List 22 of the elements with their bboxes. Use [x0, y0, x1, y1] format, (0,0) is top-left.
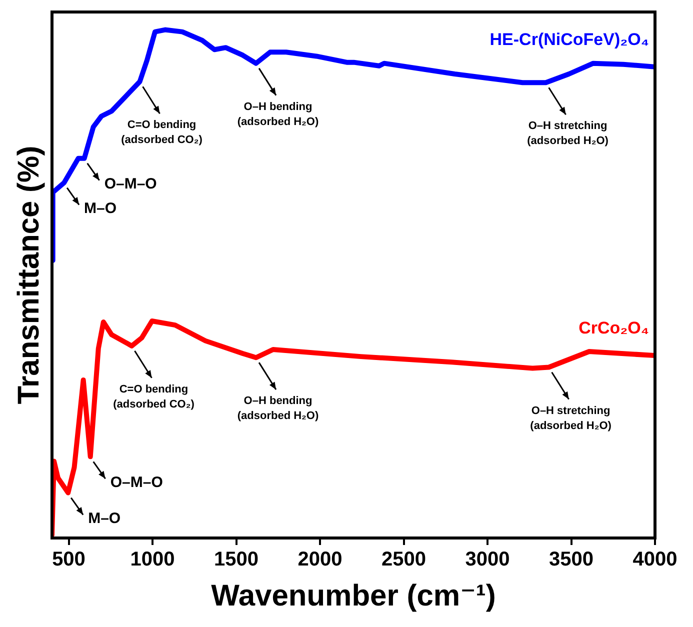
series-label: HE-Cr(NiCoFeV)₂O₄	[490, 30, 649, 49]
x-tick-label: 3500	[549, 548, 594, 571]
annotation: C=O bending (adsorbed CO₂)	[121, 119, 203, 146]
x-tick-label: 4000	[632, 548, 678, 571]
annotation: O–H stretching (adsorbed H₂O)	[530, 404, 612, 432]
annotation: O–H stretching (adsorbed H₂O)	[527, 120, 609, 148]
series-label: CrCo₂O₄	[578, 318, 649, 338]
x-tick-label: 2500	[382, 548, 426, 571]
x-tick-label: 3000	[465, 548, 510, 571]
annotation: O–H bending (adsorbed H₂O)	[237, 100, 319, 128]
annotation: O–H bending (adsorbed H₂O)	[237, 395, 319, 422]
annotation: M–O	[88, 510, 121, 527]
annotation: O–M–O	[110, 474, 164, 491]
x-axis-title: Wavenumber (cm⁻¹)	[211, 579, 496, 612]
x-tick-label: 2000	[298, 548, 342, 571]
y-axis-title: Transmittance (%)	[12, 146, 46, 404]
x-tick-label: 500	[52, 548, 86, 571]
annotation: O–M–O	[104, 176, 158, 193]
annotation: C=O bending (adsorbed CO₂)	[113, 383, 195, 410]
x-tick-label: 1000	[130, 548, 175, 571]
annotation: M–O	[84, 200, 117, 217]
x-tick-label: 1500	[214, 548, 258, 571]
